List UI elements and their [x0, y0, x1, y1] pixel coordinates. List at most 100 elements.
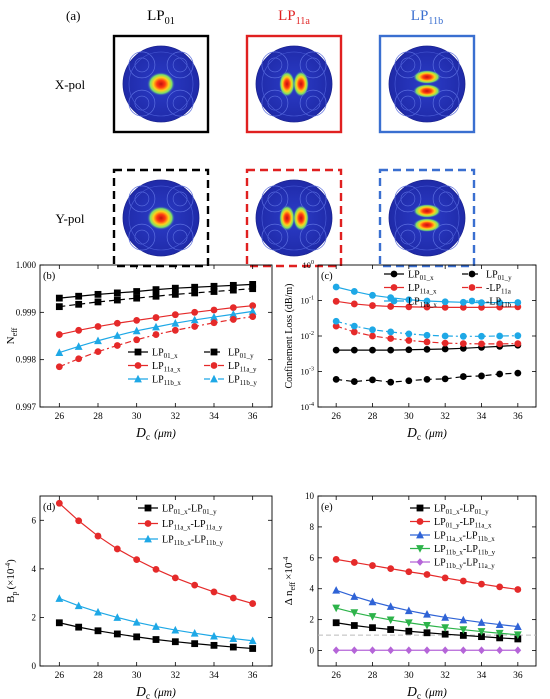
- y-axis-label: Neff: [5, 327, 19, 344]
- y-tick-label: 2: [310, 615, 315, 625]
- data-point: [113, 289, 121, 297]
- data-point: [133, 336, 141, 344]
- data-point: [332, 322, 340, 330]
- nested-tube: [267, 191, 283, 207]
- inner-ring: [128, 51, 194, 117]
- panel-a-mode-profiles: (a) LP01 LP11a LP11b X-pol Y-pol: [55, 8, 476, 268]
- data-point: [229, 310, 238, 318]
- cladding-tube: [299, 89, 327, 117]
- legend-marker: [390, 270, 398, 278]
- data-point: [152, 636, 160, 643]
- data-point: [229, 286, 237, 294]
- legend-entry: LP01_y-LP11a_x: [410, 517, 492, 530]
- data-point: [229, 634, 238, 642]
- data-point: [332, 317, 340, 325]
- data-point: [171, 625, 180, 634]
- data-point: [350, 300, 358, 308]
- mode-frame-01-1: [112, 168, 210, 268]
- legend-marker: [468, 297, 476, 305]
- data-point: [441, 345, 449, 353]
- cladding-tube: [394, 51, 422, 79]
- series-01_y: [332, 369, 522, 386]
- data-point: [210, 631, 218, 640]
- data-point: [496, 634, 504, 642]
- data-point: [94, 607, 102, 616]
- data-point: [55, 363, 63, 371]
- data-point: [478, 299, 485, 307]
- data-point: [191, 581, 199, 589]
- series-11b: [332, 317, 522, 340]
- legend-marker: [210, 374, 218, 383]
- data-point: [75, 292, 83, 300]
- inner-ring: [128, 185, 194, 251]
- data-point: [459, 615, 468, 624]
- inner-ring: [394, 51, 460, 117]
- data-point: [55, 331, 63, 338]
- data-point: [459, 344, 467, 352]
- x-axis-label: Dc (μm): [135, 684, 176, 699]
- legend-text: LP11b_y-LP11a_y: [434, 558, 495, 571]
- data-point: [405, 303, 413, 311]
- data-point: [423, 646, 431, 655]
- data-point: [478, 340, 485, 348]
- data-point: [248, 307, 257, 315]
- data-point: [94, 627, 102, 635]
- column-label-01: LP01: [147, 8, 175, 27]
- panel-label: (c): [321, 271, 333, 282]
- cladding-tube: [261, 89, 289, 117]
- data-point: [459, 340, 467, 348]
- data-point: [332, 346, 340, 354]
- x-tick-label: 32: [171, 671, 181, 681]
- data-point: [94, 336, 102, 345]
- data-point: [459, 626, 468, 634]
- data-point: [350, 609, 359, 617]
- legend-entry: LP11a_x: [128, 361, 181, 374]
- data-point: [405, 337, 413, 344]
- data-point: [113, 342, 121, 349]
- y-tick-label: 4: [32, 564, 37, 574]
- data-point: [210, 282, 218, 290]
- cladding-tube: [432, 185, 460, 213]
- fiber-cross-section: [388, 179, 466, 257]
- data-point: [459, 298, 467, 306]
- series-11a_y: [55, 313, 257, 371]
- data-point: [210, 588, 218, 596]
- legend-marker: [416, 545, 424, 553]
- x-tick-label: 36: [248, 671, 258, 681]
- data-point: [496, 370, 504, 378]
- data-point: [94, 298, 102, 306]
- nested-tube: [267, 229, 283, 245]
- data-point: [513, 622, 522, 630]
- legend-entry: LP11b_x: [384, 297, 437, 309]
- x-tick-label: 32: [440, 412, 450, 422]
- data-point: [210, 319, 218, 327]
- data-point: [387, 346, 395, 354]
- x-tick-label: 32: [440, 671, 450, 681]
- x-tick-label: 34: [209, 671, 219, 681]
- data-point: [404, 606, 413, 615]
- data-point: [495, 620, 504, 628]
- y-tick-label: 100: [303, 260, 315, 270]
- legend-entry: LP11b_x: [128, 375, 181, 387]
- legend-entry: -LP11a: [462, 283, 512, 296]
- cladding-tube: [432, 89, 460, 117]
- legend-text: LP11a_x: [152, 361, 181, 374]
- data-point: [171, 290, 179, 298]
- legend-marker: [390, 284, 398, 291]
- data-point: [350, 622, 358, 629]
- legend-entry: LP01_x-LP01_y: [410, 504, 489, 516]
- data-point: [133, 633, 141, 641]
- data-point: [210, 306, 218, 314]
- data-point: [332, 604, 341, 613]
- data-point: [94, 348, 102, 356]
- data-point: [514, 369, 522, 377]
- data-point: [478, 633, 485, 641]
- mode-frame-11a-1: [245, 168, 343, 268]
- data-point: [191, 308, 199, 316]
- data-point: [441, 624, 450, 632]
- legend-marker: [468, 284, 476, 291]
- y-tick-label: 6: [32, 515, 37, 525]
- data-point: [210, 312, 218, 321]
- nested-tube: [438, 229, 454, 245]
- series-line: [58, 502, 253, 605]
